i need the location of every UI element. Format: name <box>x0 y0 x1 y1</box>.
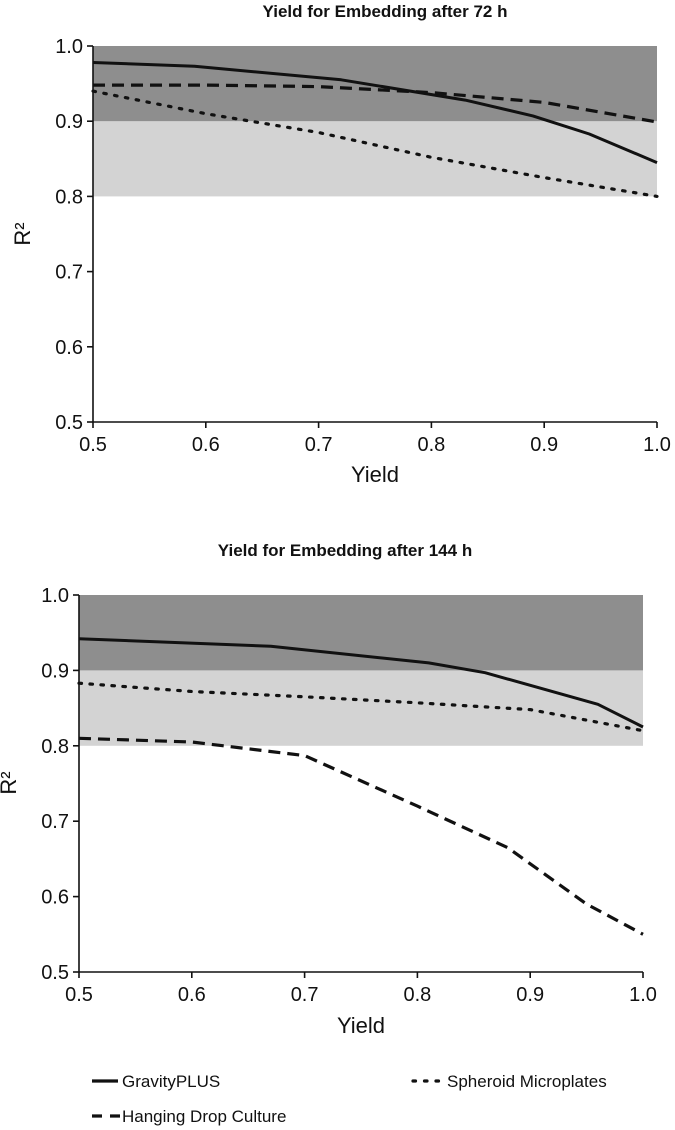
chart-title: Yield for Embedding after 144 h <box>218 541 472 560</box>
y-tick-label: 0.7 <box>41 811 69 833</box>
y-tick-label: 0.8 <box>55 186 83 208</box>
chart-title: Yield for Embedding after 72 h <box>263 2 508 21</box>
x-tick-label: 0.5 <box>65 984 93 1006</box>
x-axis-label: Yield <box>351 462 399 487</box>
y-tick-label: 0.8 <box>41 736 69 758</box>
series-line-gravityplus <box>92 61 658 164</box>
x-tick-label: 0.8 <box>403 984 431 1006</box>
legend-label-gravityplus: GravityPLUS <box>122 1072 220 1091</box>
y-tick-label: 0.7 <box>55 262 83 284</box>
x-tick-label: 1.0 <box>643 434 671 456</box>
series-line-gravityplus <box>78 637 644 729</box>
series-line-hanging-drop-culture <box>78 736 644 936</box>
x-tick-label: 0.6 <box>192 434 220 456</box>
y-tick-label: 0.9 <box>55 111 83 133</box>
x-tick-label: 0.7 <box>291 984 319 1006</box>
x-tick-label: 1.0 <box>629 984 657 1006</box>
y-tick-label: 0.5 <box>55 412 83 434</box>
x-tick-label: 0.6 <box>178 984 206 1006</box>
band-acceptable <box>79 670 643 746</box>
legend: GravityPLUS Spheroid Microplates Hanging D… <box>92 1072 607 1126</box>
series-line-spheroid-microplates <box>91 89 659 198</box>
x-tick-label: 0.8 <box>417 434 445 456</box>
y-tick-label: 0.9 <box>41 660 69 682</box>
legend-label-spheroid-microplates: Spheroid Microplates <box>447 1072 607 1091</box>
y-axis-label: R² <box>10 222 35 245</box>
band-good <box>79 595 643 671</box>
x-tick-label: 0.7 <box>305 434 333 456</box>
x-tick-label: 0.9 <box>516 984 544 1006</box>
x-axis-label: Yield <box>337 1013 385 1038</box>
y-axis-label: R² <box>0 771 21 794</box>
y-tick-label: 1.0 <box>55 36 83 58</box>
x-tick-label: 0.9 <box>530 434 558 456</box>
y-tick-label: 0.5 <box>41 962 69 984</box>
y-tick-label: 1.0 <box>41 585 69 607</box>
legend-label-hanging-drop-culture: Hanging Drop Culture <box>122 1107 286 1126</box>
chart-144h: Yield for Embedding after 144 h 0.5 0.6 0.7… <box>0 541 657 1038</box>
band-acceptable <box>93 121 657 197</box>
y-tick-label: 0.6 <box>41 887 69 909</box>
y-tick-label: 0.6 <box>55 337 83 359</box>
band-good <box>93 46 657 122</box>
chart-72h: Yield for Embedding after 72 h 0.5 0.6 0.7 0… <box>10 2 671 487</box>
x-tick-label: 0.5 <box>79 434 107 456</box>
